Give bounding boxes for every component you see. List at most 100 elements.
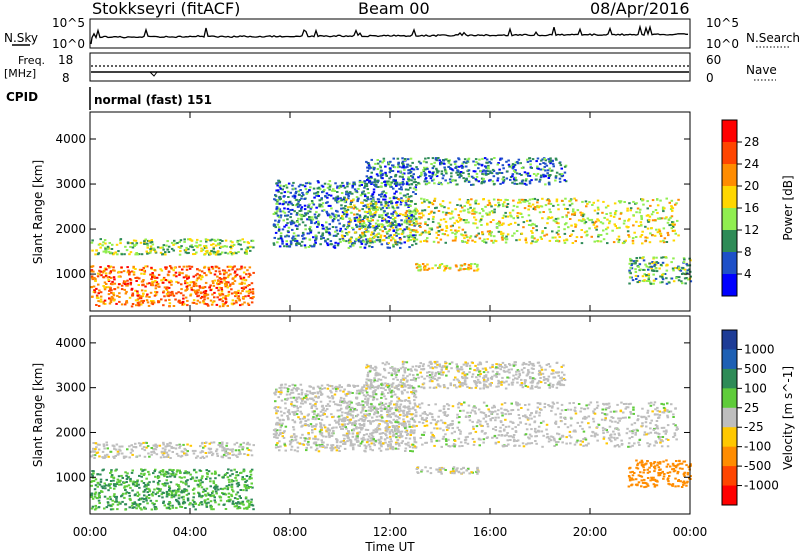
scatter-cell [502, 167, 505, 170]
scatter-cell [204, 452, 208, 454]
scatter-cell [459, 204, 462, 207]
scatter-cell [327, 183, 330, 186]
scatter-cell [316, 191, 320, 193]
scatter-cell [108, 484, 111, 487]
scatter-cell [231, 277, 235, 280]
scatter-cell [394, 216, 397, 219]
scatter-cell [654, 209, 658, 211]
scatter-cell [248, 477, 251, 480]
scatter-cell [304, 393, 307, 396]
scatter-cell [195, 302, 198, 305]
scatter-cell [351, 192, 354, 195]
scatter-cell [542, 175, 546, 178]
scatter-cell [129, 451, 133, 454]
cpid-value: normal (fast) 151 [94, 93, 212, 107]
y-tick-label: 1000 [55, 267, 86, 281]
scatter-cell [317, 396, 320, 399]
scatter-cell [275, 189, 278, 192]
scatter-cell [198, 469, 202, 472]
scatter-cell [201, 494, 204, 497]
scatter-cell [322, 445, 325, 447]
scatter-cell [382, 198, 385, 201]
scatter-cell [408, 220, 412, 223]
scatter-cell [214, 488, 217, 491]
scatter-cell [285, 214, 288, 217]
scatter-cell [121, 452, 124, 455]
scatter-cell [491, 180, 495, 183]
scatter-cell [550, 216, 554, 219]
scatter-cell [274, 194, 277, 197]
scatter-cell [535, 178, 538, 181]
scatter-cell [112, 266, 115, 269]
scatter-cell [352, 228, 355, 231]
scatter-cell [369, 220, 373, 222]
scatter-cell [161, 496, 164, 499]
scatter-cell [322, 209, 326, 212]
scatter-cell [393, 210, 397, 213]
scatter-cell [279, 384, 283, 387]
scatter-cell [443, 166, 446, 169]
scatter-cell [660, 275, 664, 278]
scatter-cell [409, 200, 413, 202]
scatter-cell [403, 406, 407, 409]
scatter-cell [244, 248, 248, 251]
scatter-cell [404, 214, 408, 217]
scatter-cell [326, 201, 329, 204]
scatter-cell [405, 221, 409, 224]
scatter-cell [415, 238, 419, 241]
scatter-cell [405, 196, 408, 199]
scatter-cell [544, 183, 547, 186]
scatter-cell [146, 265, 149, 268]
scatter-cell [542, 168, 545, 171]
scatter-cell [224, 451, 227, 454]
scatter-cell [99, 298, 103, 301]
scatter-cell [552, 219, 556, 222]
scatter-cell [392, 180, 395, 183]
scatter-cell [339, 401, 342, 404]
scatter-cell [134, 277, 137, 279]
scatter-cell [182, 265, 186, 268]
scatter-cell [642, 203, 645, 206]
scatter-cell [471, 212, 474, 215]
scatter-cell [250, 501, 253, 504]
scatter-cell [156, 491, 159, 494]
scatter-cell [382, 157, 386, 160]
scatter-cell [228, 481, 231, 484]
scatter-cell [400, 166, 404, 169]
scatter-cell [243, 483, 246, 486]
scatter-cell [547, 216, 550, 219]
scatter-cell [225, 442, 229, 445]
scatter-cell [532, 227, 535, 230]
scatter-cell [139, 498, 143, 501]
scatter-cell [336, 210, 339, 213]
scatter-cell [317, 186, 321, 189]
scatter-cell [331, 432, 334, 435]
scatter-cell [199, 451, 202, 454]
scatter-cell [329, 184, 332, 187]
scatter-cell [528, 182, 532, 185]
scatter-cell [441, 177, 445, 180]
scatter-cell [240, 281, 244, 284]
scatter-cell [372, 203, 375, 205]
scatter-cell [129, 281, 133, 284]
scatter-cell [671, 207, 675, 210]
scatter-cell [177, 454, 180, 457]
scatter-cell [242, 441, 245, 444]
scatter-cell [300, 402, 303, 405]
scatter-cell [167, 245, 171, 248]
scatter-cell [361, 202, 364, 205]
scatter-cell [374, 222, 378, 225]
scatter-cell [227, 478, 231, 481]
scatter-cell [351, 242, 354, 244]
scatter-cell [340, 230, 344, 233]
scatter-cell [93, 457, 96, 459]
scatter-cell [224, 277, 227, 280]
scatter-cell [370, 200, 374, 203]
scatter-cell [595, 228, 598, 231]
scatter-cell [165, 289, 169, 292]
scatter-cell [143, 472, 146, 475]
scatter-cell [392, 207, 396, 210]
scatter-cell [414, 213, 417, 215]
scatter-cell [386, 414, 389, 416]
scatter-cell [102, 250, 105, 253]
